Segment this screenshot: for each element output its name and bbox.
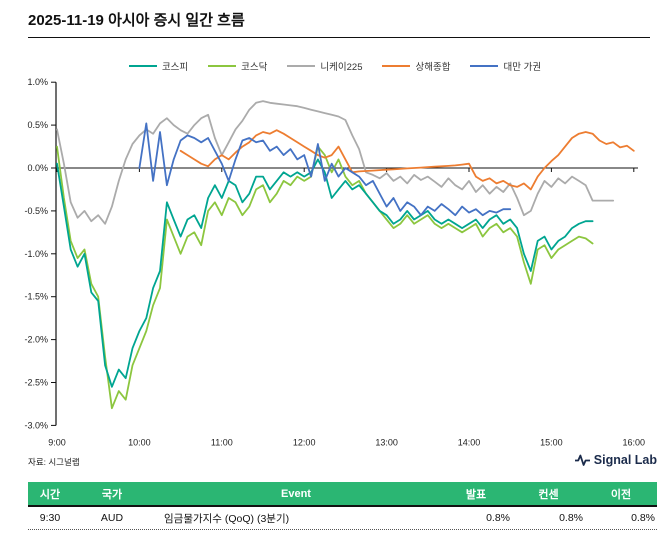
chart-legend: 코스피 코스닥 니케이225 상해종합 대만 가권 xyxy=(0,59,670,73)
brand-name: Signal Lab xyxy=(593,453,657,467)
x-tick-label: 15:00 xyxy=(540,437,563,447)
event-table-header-cell: Event xyxy=(281,487,311,500)
legend-label: 대만 가권 xyxy=(503,62,542,73)
event-table-header-cell: 이전 xyxy=(610,488,632,501)
series-line-3 xyxy=(56,100,615,225)
y-tick-label: -2.5% xyxy=(24,378,48,388)
x-tick-label: 10:00 xyxy=(128,437,151,447)
event-table-cell: 9:30 xyxy=(39,512,61,524)
legend-item-2: 코스닥 xyxy=(208,59,267,73)
legend-swatch xyxy=(287,65,316,67)
legend-label: 니케이225 xyxy=(320,62,363,73)
event-table: 시간 국가 Event 발표 컨센 이전 9:30 AUD 임금물가지수 (QoQ) (3분기… xyxy=(28,482,657,530)
legend-item-1: 코스피 xyxy=(128,59,189,73)
legend-swatch xyxy=(128,65,157,67)
series-line-5 xyxy=(138,122,512,217)
y-tick-label: -3.0% xyxy=(24,420,48,430)
y-tick-label: -1.0% xyxy=(24,249,48,259)
event-table-header-cell: 시간 xyxy=(39,488,61,501)
legend-swatch xyxy=(208,65,237,67)
event-table-header-cell: 컨센 xyxy=(538,488,559,501)
legend-label: 코스닥 xyxy=(241,62,268,73)
y-tick-label: -1.5% xyxy=(24,292,48,302)
event-table-cell: 임금물가지수 (QoQ) (3분기) xyxy=(164,512,290,525)
event-table-header: 시간 국가 Event 발표 컨센 이전 xyxy=(28,482,657,507)
legend-label: 코스피 xyxy=(161,62,189,73)
x-tick-label: 9:00 xyxy=(48,437,66,447)
y-tick-label: 0.5% xyxy=(27,120,48,130)
legend-swatch xyxy=(382,65,411,67)
event-table-cell: AUD xyxy=(100,512,124,524)
page-title: 2025-11-19 아시아 증시 일간 흐름 xyxy=(28,12,245,29)
event-table-body: 9:30 AUD 임금물가지수 (QoQ) (3분기) 0.8% 0.8% 0.8% xyxy=(28,507,657,530)
event-table-cell: 0.8% xyxy=(559,512,583,524)
legend-swatch xyxy=(470,65,499,67)
legend-label: 상해종합 xyxy=(415,62,451,73)
chart-svg: 1.0% 0.5% 0.0% -0.5% -1.0% -1.5% -2.0% -2.5% -3.… xyxy=(24,77,646,447)
title-divider xyxy=(28,37,650,38)
x-tick-label: 14:00 xyxy=(458,437,481,447)
legend-item-3: 니케이225 xyxy=(287,59,362,73)
x-tick-label: 11:00 xyxy=(211,437,233,447)
event-table-cell: 0.8% xyxy=(486,512,510,524)
series-line-1 xyxy=(56,158,594,388)
legend-item-5: 대만 가권 xyxy=(470,59,541,73)
event-table-row: 9:30 AUD 임금물가지수 (QoQ) (3분기) 0.8% 0.8% 0.8% xyxy=(28,507,657,530)
x-tick-label: 13:00 xyxy=(375,437,398,447)
y-tick-label: -0.5% xyxy=(24,206,48,216)
series-line-4 xyxy=(179,129,635,191)
series-line-2 xyxy=(56,145,594,410)
event-table-header-cell: 국가 xyxy=(101,488,123,501)
x-tick-label: 16:00 xyxy=(623,437,646,447)
pulse-icon xyxy=(574,454,590,466)
y-tick-label: 0.0% xyxy=(27,163,48,173)
y-tick-label: -2.0% xyxy=(24,335,48,345)
brand-logo: Signal Lab xyxy=(574,453,657,467)
event-table-header-cell: 발표 xyxy=(465,488,487,501)
source-note: 자료: 시그널랩 xyxy=(28,457,80,467)
event-table-cell: 0.8% xyxy=(631,512,655,524)
x-tick-label: 12:00 xyxy=(293,437,316,447)
legend-item-4: 상해종합 xyxy=(382,59,450,73)
y-tick-label: 1.0% xyxy=(27,77,48,87)
